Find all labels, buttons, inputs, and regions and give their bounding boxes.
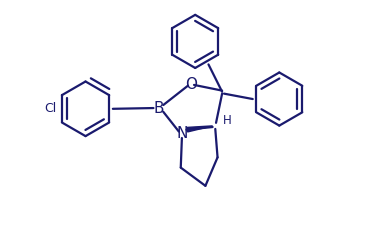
Polygon shape <box>187 126 213 132</box>
Text: H: H <box>223 114 231 127</box>
Text: N: N <box>177 126 188 141</box>
Text: B: B <box>154 101 164 116</box>
Text: Cl: Cl <box>44 102 56 115</box>
Text: O: O <box>185 77 197 93</box>
